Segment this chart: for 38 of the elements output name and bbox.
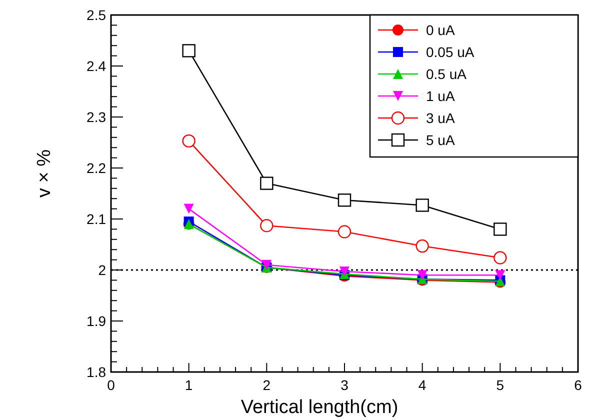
- legend-label: 0.5 uA: [426, 66, 468, 82]
- y-tick-label: 2.2: [86, 160, 106, 176]
- point: [416, 239, 429, 253]
- point: [340, 266, 350, 277]
- y-tick-label: 2.5: [86, 7, 106, 23]
- x-tick-label: 4: [418, 377, 426, 393]
- point: [416, 198, 429, 212]
- x-tick-label: 1: [184, 377, 193, 393]
- point: [182, 134, 196, 148]
- y-tick-label: 2.4: [86, 58, 106, 74]
- point: [260, 176, 274, 190]
- y-tick-label: 1.8: [86, 364, 106, 380]
- x-tick-label: 0: [107, 377, 116, 393]
- y-tick-label: 2.3: [86, 109, 106, 125]
- point: [338, 194, 352, 207]
- legend-label: 0 uA: [426, 22, 456, 38]
- point: [494, 251, 507, 264]
- legend-label: 0.05 uA: [426, 44, 475, 60]
- y-tick-label: 2.1: [86, 211, 106, 227]
- x-tick-label: 3: [340, 377, 349, 393]
- x-tick-label: 6: [574, 377, 582, 393]
- y-tick-label: 2: [98, 262, 106, 278]
- legend-label: 5 uA: [426, 132, 456, 148]
- y-tick-label: 1.9: [86, 313, 106, 329]
- legend-label: 3 uA: [426, 110, 456, 126]
- point: [260, 219, 274, 232]
- point: [494, 222, 507, 236]
- x-axis-title: Vertical length(cm): [240, 397, 398, 418]
- legend-label: 1 uA: [426, 88, 456, 104]
- point: [182, 44, 196, 58]
- point: [262, 260, 272, 270]
- point: [338, 225, 352, 238]
- point: [417, 270, 428, 280]
- y-axis-title: v × %: [34, 149, 55, 198]
- x-tick-label: 2: [262, 377, 271, 393]
- point: [184, 204, 194, 214]
- x-tick-label: 5: [496, 377, 504, 393]
- point: [495, 270, 506, 280]
